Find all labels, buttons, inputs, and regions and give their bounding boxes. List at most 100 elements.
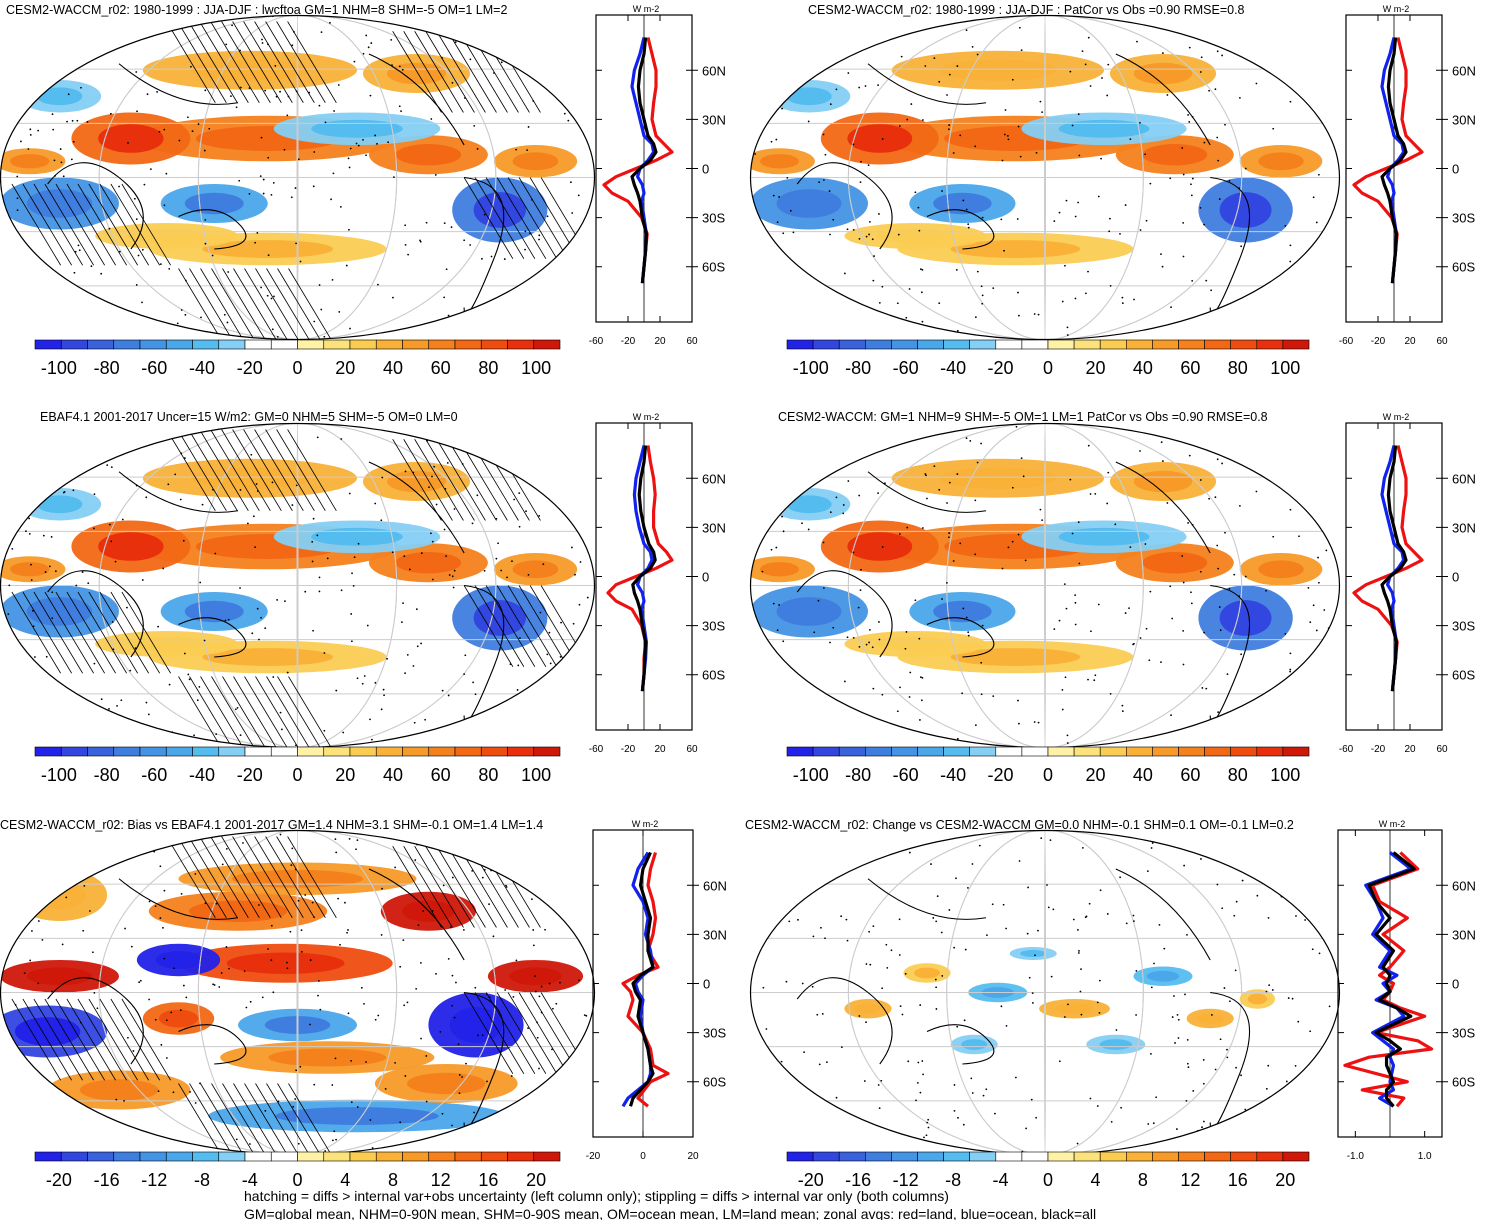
stipple-dot (885, 943, 888, 946)
stipple-dot (443, 296, 446, 299)
stipple-dot (524, 462, 527, 465)
stipple-dot (776, 1114, 779, 1116)
stipple-dot (781, 107, 784, 110)
stipple-dot (313, 320, 316, 323)
stipple-dot (785, 858, 788, 861)
stipple-dot (1089, 493, 1092, 495)
stipple-dot (441, 1112, 444, 1115)
stipple-dot (1255, 15, 1258, 17)
panel-title-2: CESM2-WACCM_r02: 1980-1999 : JJA-DJF : P… (808, 3, 1245, 17)
stipple-dot (366, 624, 369, 627)
stipple-dot (390, 38, 393, 41)
stipple-dot (377, 283, 379, 286)
stipple-dot (1210, 289, 1213, 292)
stipple-dot (561, 688, 564, 691)
colorbar-tick-label: -8 (945, 1170, 961, 1190)
stipple-dot (23, 972, 26, 975)
stipple-dot (404, 243, 407, 246)
stipple-dot (441, 689, 444, 692)
stipple-dot (965, 437, 968, 440)
hatch-line (392, 31, 442, 113)
anomaly-core (847, 124, 913, 153)
stipple-dot (864, 85, 867, 87)
colorbar-tick-label: 0 (1043, 765, 1053, 785)
colorbar-swatch (1099, 1151, 1127, 1162)
stipple-dot (309, 1023, 311, 1026)
colorbar-swatch (34, 339, 62, 350)
stipple-dot (512, 995, 515, 998)
stipple-dot (160, 832, 163, 835)
colorbar-tick-label: -12 (893, 1170, 919, 1190)
stipple-dot (132, 1050, 135, 1052)
stipple-dot (357, 542, 360, 545)
stipple-dot (413, 721, 416, 724)
unit-label: W m-2 (1379, 819, 1406, 829)
stipple-dot (348, 166, 351, 169)
stipple-dot (1053, 220, 1056, 223)
stipple-dot (1039, 100, 1042, 103)
stipple-dot (1191, 279, 1194, 282)
stipple-dot (775, 66, 778, 69)
latitude-tick-label: 30N (702, 520, 726, 535)
stipple-dot (374, 502, 377, 505)
hatch-line (199, 836, 249, 918)
stipple-dot (1018, 722, 1020, 725)
stipple-dot (1216, 50, 1219, 53)
stipple-dot (1332, 838, 1335, 841)
stipple-dot (852, 143, 855, 146)
hatch-line (277, 676, 327, 748)
stipple-dot (778, 733, 781, 736)
stipple-dot (277, 1100, 280, 1103)
stipple-dot (974, 553, 977, 556)
colorbar-6: -20 -16 -12 -8 -4 0 4 8 12 16 20 (786, 1151, 1310, 1190)
latitude-tick-label: 60N (1452, 471, 1476, 486)
stipple-dot (1174, 1042, 1176, 1044)
stipple-dot (187, 673, 190, 676)
stipple-dot (1327, 876, 1330, 879)
colorbar-swatch (87, 339, 115, 350)
stipple-dot (139, 979, 142, 982)
stipple-dot (380, 934, 383, 936)
stipple-dot (383, 694, 385, 697)
stipple-dot (1018, 26, 1021, 29)
stipple-dot (835, 321, 838, 324)
stipple-dot (910, 103, 913, 105)
stipple-dot (485, 992, 488, 995)
stipple-dot (559, 981, 561, 984)
stipple-dot (1128, 607, 1130, 610)
stipple-dot (1202, 1059, 1205, 1061)
map-panel-6 (750, 830, 1340, 1155)
stipple-dot (271, 328, 274, 331)
hatch-line (188, 21, 238, 103)
stipple-dot (926, 497, 928, 500)
stipple-dot (965, 29, 968, 32)
stipple-dot (1203, 141, 1206, 144)
stipple-dot (921, 268, 924, 271)
x-tick-label: -60 (1339, 336, 1354, 347)
stipple-dot (486, 1121, 489, 1124)
x-tick-label: -20 (621, 744, 636, 755)
stipple-dot (75, 584, 78, 587)
stipple-dot (900, 55, 903, 58)
colorbar-tick-label: -40 (189, 765, 215, 785)
stipple-dot (1037, 929, 1039, 932)
stipple-dot (546, 653, 549, 656)
stipple-dot (797, 1119, 800, 1122)
stipple-dot (846, 228, 849, 231)
stipple-dot (775, 264, 778, 266)
stipple-dot (1305, 453, 1308, 456)
hatch-line (287, 429, 337, 511)
stipple-dot (381, 887, 383, 890)
stipple-dot (505, 23, 508, 26)
stipple-dot (156, 91, 159, 93)
stipple-dot (1328, 1005, 1331, 1008)
stipple-dot (775, 474, 778, 477)
colorbar-swatch (323, 339, 351, 350)
stipple-dot (1019, 155, 1022, 158)
stipple-dot (41, 709, 44, 712)
stipple-dot (868, 930, 871, 933)
stipple-dot (538, 234, 541, 237)
stipple-dot (770, 548, 773, 551)
stipple-dot (1150, 986, 1153, 989)
stipple-dot (404, 672, 407, 675)
